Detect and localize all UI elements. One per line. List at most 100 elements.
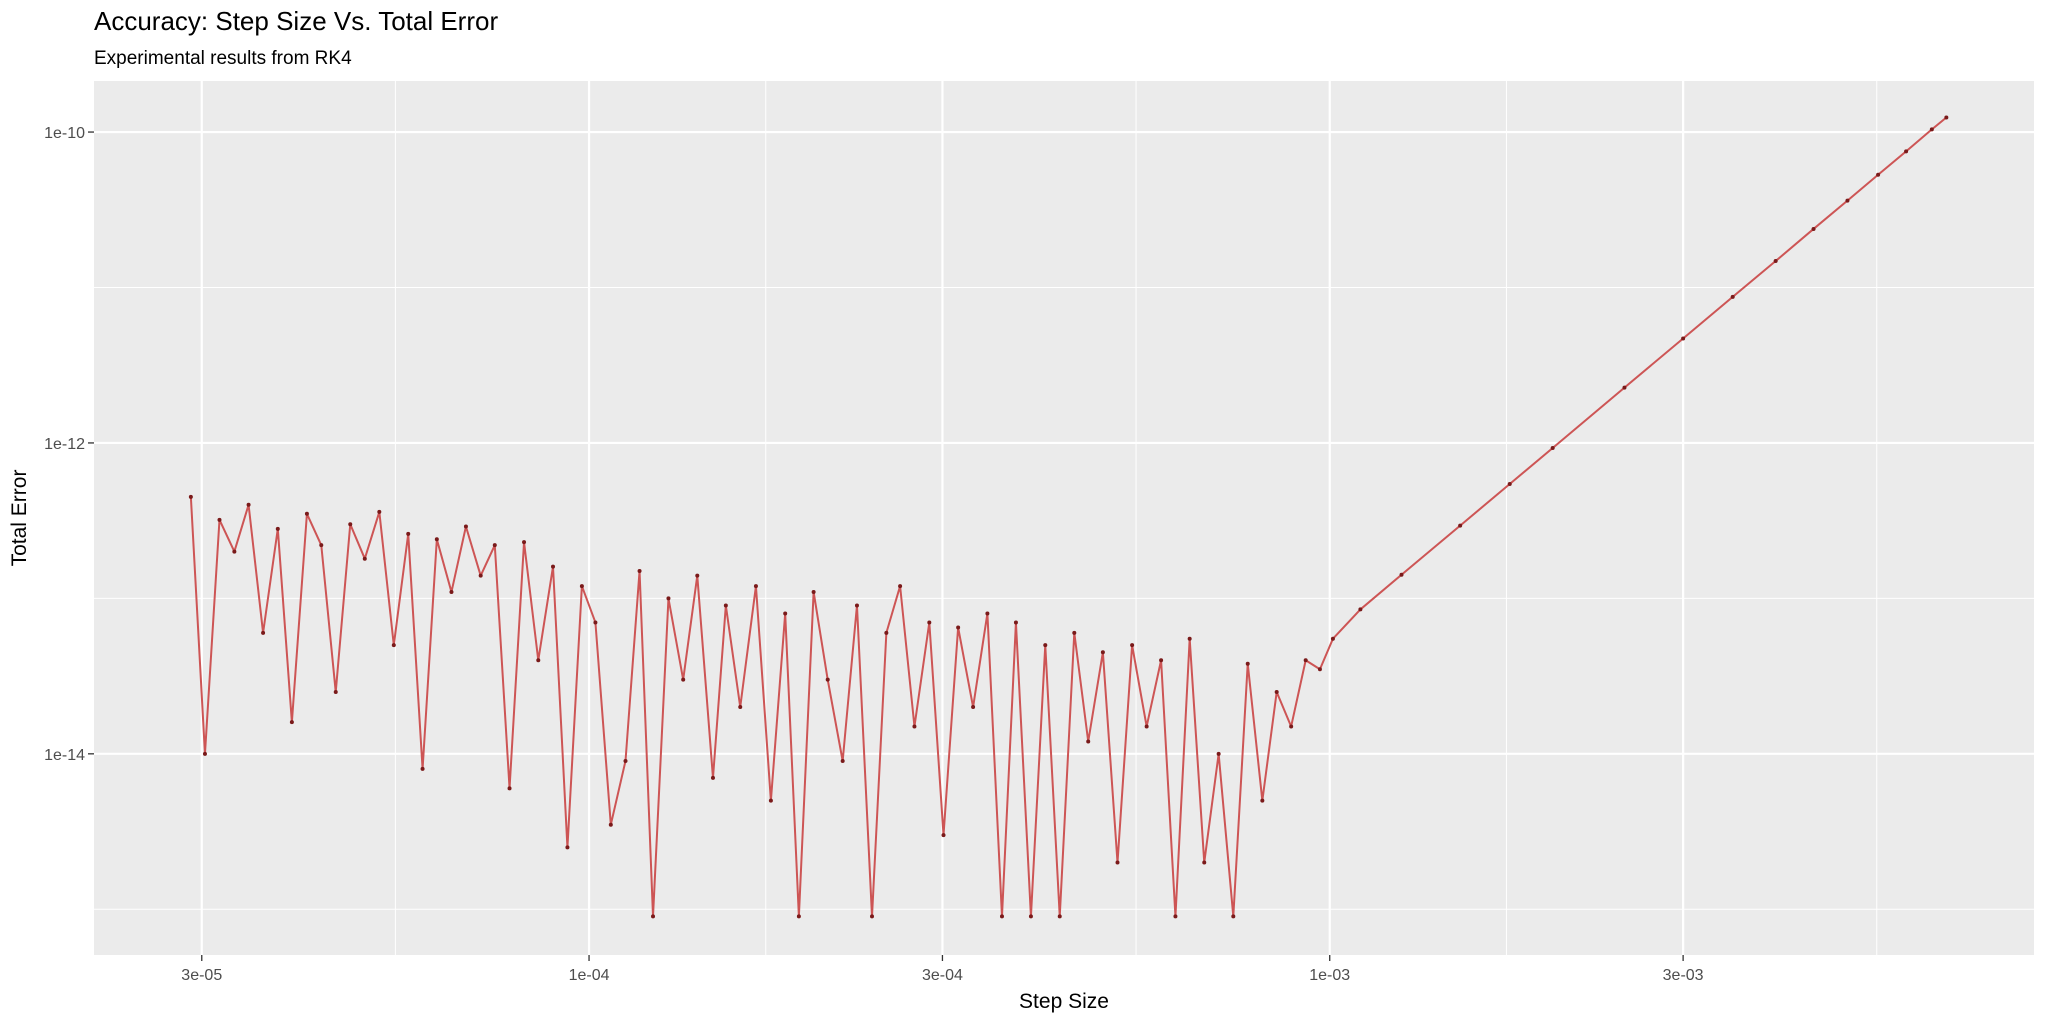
data-point xyxy=(232,549,237,554)
data-point xyxy=(1944,115,1949,120)
data-point xyxy=(1811,226,1816,231)
data-point xyxy=(1929,127,1934,132)
y-tick-label: 1e-10 xyxy=(44,125,85,142)
data-point xyxy=(608,822,613,827)
data-point xyxy=(246,502,251,507)
data-point xyxy=(536,658,541,663)
data-point xyxy=(1028,914,1033,919)
data-point xyxy=(811,589,816,594)
data-point xyxy=(1144,724,1149,729)
data-point xyxy=(999,914,1004,919)
data-point xyxy=(420,766,425,771)
data-point xyxy=(1681,336,1686,341)
data-point xyxy=(406,531,411,536)
data-point xyxy=(304,511,309,516)
data-point xyxy=(971,705,976,710)
data-point xyxy=(723,603,728,608)
data-point xyxy=(1358,607,1363,612)
data-point xyxy=(1845,198,1850,203)
data-point xyxy=(449,589,454,594)
data-point xyxy=(1173,914,1178,919)
data-point xyxy=(1013,620,1018,625)
data-point xyxy=(565,845,570,850)
data-point xyxy=(854,603,859,608)
data-point xyxy=(1231,914,1236,919)
data-point xyxy=(898,584,903,589)
data-point xyxy=(884,630,889,635)
data-point xyxy=(927,620,932,625)
data-point xyxy=(188,494,193,499)
data-point xyxy=(391,643,396,648)
data-point xyxy=(1876,172,1881,177)
data-point xyxy=(666,596,671,601)
data-point xyxy=(1458,523,1463,528)
data-point xyxy=(956,625,961,630)
data-point xyxy=(319,543,324,548)
data-point xyxy=(507,786,512,791)
data-point xyxy=(1330,636,1335,641)
data-point xyxy=(463,524,468,529)
data-point xyxy=(1072,630,1077,635)
data-point xyxy=(1622,385,1627,390)
data-point xyxy=(1216,751,1221,756)
chart-subtitle: Experimental results from RK4 xyxy=(94,48,352,69)
data-point xyxy=(261,630,266,635)
data-point xyxy=(202,751,207,756)
data-point xyxy=(753,584,758,589)
data-point xyxy=(522,540,527,545)
x-tick-label: 1e-04 xyxy=(569,967,610,984)
data-point xyxy=(796,914,801,919)
data-point xyxy=(869,914,874,919)
data-point xyxy=(623,758,628,763)
data-point xyxy=(1274,689,1279,694)
data-point xyxy=(985,611,990,616)
data-point xyxy=(1100,650,1105,655)
x-tick-label: 1e-03 xyxy=(1309,967,1350,984)
y-tick-label: 1e-14 xyxy=(44,747,85,764)
data-point xyxy=(1289,724,1294,729)
data-point xyxy=(1130,643,1135,648)
data-point xyxy=(289,720,294,725)
data-point xyxy=(1159,658,1164,663)
data-point xyxy=(217,517,222,522)
data-point xyxy=(1202,860,1207,865)
data-point xyxy=(1057,914,1062,919)
data-point xyxy=(710,775,715,780)
data-point xyxy=(768,798,773,803)
data-point xyxy=(377,509,382,514)
data-point xyxy=(783,611,788,616)
data-point xyxy=(738,705,743,710)
data-point xyxy=(275,526,280,531)
data-point xyxy=(840,758,845,763)
data-point xyxy=(681,677,686,682)
y-tick-label: 1e-12 xyxy=(44,436,85,453)
panel-background xyxy=(94,81,2034,955)
data-point xyxy=(695,573,700,578)
data-point xyxy=(1550,445,1555,450)
x-axis-label: Step Size xyxy=(1019,990,1109,1013)
data-point xyxy=(1507,482,1512,487)
data-point xyxy=(1245,661,1250,666)
x-tick-label: 3e-03 xyxy=(1663,967,1704,984)
x-tick-label: 3e-04 xyxy=(922,967,963,984)
data-point xyxy=(478,573,483,578)
data-point xyxy=(1260,798,1265,803)
data-point xyxy=(1115,860,1120,865)
data-point xyxy=(1317,667,1322,672)
data-point xyxy=(1904,149,1909,154)
data-point xyxy=(1086,739,1091,744)
data-point xyxy=(579,584,584,589)
data-point xyxy=(492,543,497,548)
data-point xyxy=(912,724,917,729)
data-point xyxy=(941,833,946,838)
data-point xyxy=(1730,294,1735,299)
data-point xyxy=(1303,658,1308,663)
data-point xyxy=(825,677,830,682)
data-point xyxy=(333,689,338,694)
data-point xyxy=(637,569,642,574)
data-point xyxy=(551,564,556,569)
data-point xyxy=(1773,259,1778,264)
data-point xyxy=(1043,643,1048,648)
